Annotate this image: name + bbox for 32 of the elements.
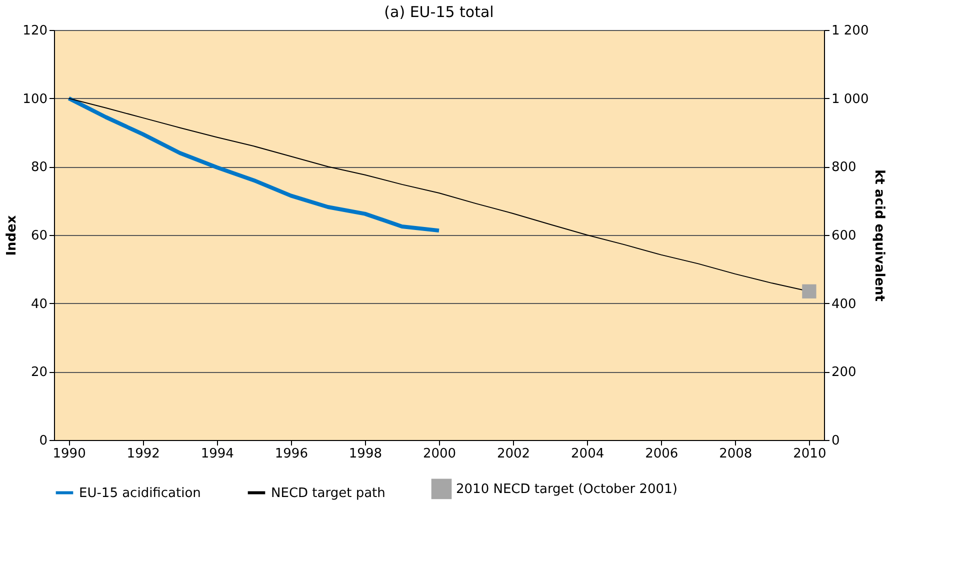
x-tick-label: 1990 xyxy=(52,446,86,462)
legend-label: NECD target path xyxy=(271,486,386,501)
y-axis-title: Index xyxy=(4,214,20,256)
y2-tick-label: 0 xyxy=(832,434,840,448)
x-tick-label: 2004 xyxy=(571,446,604,462)
y2-axis-title: kt acid equivalent xyxy=(872,170,887,302)
y-tick-label: 0 xyxy=(39,434,48,448)
x-tick-label: 2000 xyxy=(422,446,456,462)
x-tick-label: 1994 xyxy=(200,446,234,462)
y-tick-label: 20 xyxy=(30,365,48,380)
y-tick-label: 100 xyxy=(22,92,48,107)
line-series xyxy=(66,96,441,233)
y-tick-label: 60 xyxy=(30,228,48,244)
chart-title: (a) EU-15 total xyxy=(384,3,494,21)
y-tick-label: 120 xyxy=(22,24,48,38)
y2-tick-label: 800 xyxy=(832,160,856,176)
y2-tick-label: 1 000 xyxy=(832,92,869,107)
x-tick-label: 1992 xyxy=(126,446,160,462)
x-tick-label: 2008 xyxy=(719,446,752,462)
x-tick-label: 1998 xyxy=(348,446,382,462)
y2-tick-label: 400 xyxy=(832,296,856,312)
y2-tick-label: 1 200 xyxy=(832,24,869,38)
x-tick-label: 2006 xyxy=(645,446,678,462)
y-tick-label: 40 xyxy=(30,296,48,312)
y-tick-label: 80 xyxy=(30,160,48,176)
legend-label: EU-15 acidification xyxy=(79,486,201,501)
x-tick-label: 2002 xyxy=(496,446,530,462)
y2-tick-label: 200 xyxy=(832,365,856,380)
x-tick-label: 2010 xyxy=(793,446,826,462)
legend-label: 2010 NECD target (October 2001) xyxy=(456,482,678,497)
x-tick-label: 1996 xyxy=(274,446,308,462)
y2-tick-label: 600 xyxy=(832,228,856,244)
